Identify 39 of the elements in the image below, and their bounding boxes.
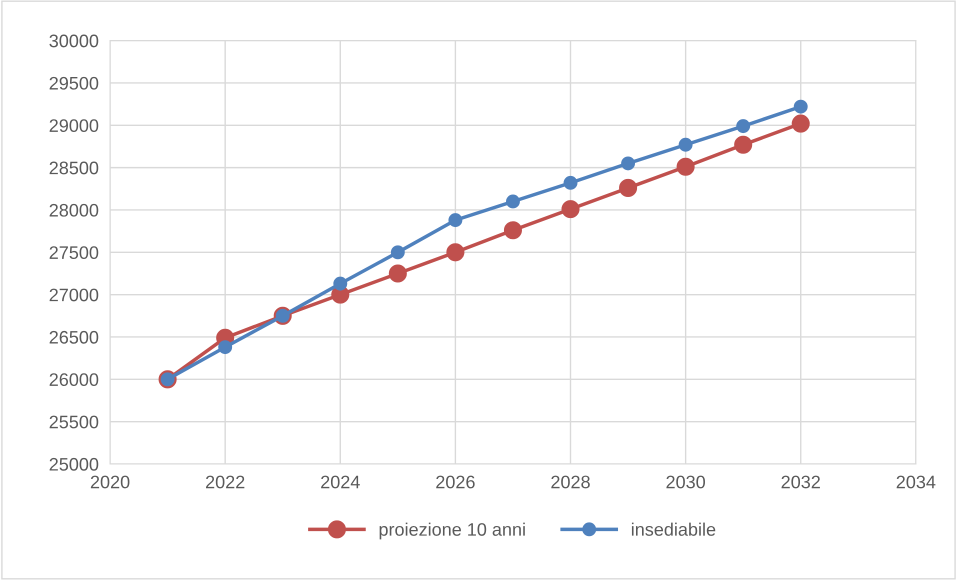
x-tick-label: 2024	[321, 476, 360, 488]
point	[504, 221, 522, 240]
x-tick-label: 2032	[782, 476, 820, 488]
point	[388, 264, 407, 282]
point	[794, 100, 808, 114]
point	[564, 176, 578, 190]
y-tick-label: 25500	[50, 416, 98, 428]
point	[678, 138, 693, 152]
point	[390, 245, 405, 260]
point	[734, 136, 752, 154]
legend-label: proiezione 10 anni	[380, 522, 525, 540]
point	[446, 243, 464, 262]
x-tick-label: 2020	[90, 476, 130, 488]
point	[619, 178, 638, 197]
x-tick-label: 2034	[896, 476, 936, 488]
point	[792, 114, 810, 133]
point	[561, 200, 580, 218]
x-tick-label: 2028	[551, 476, 590, 488]
y-tick-label: 28000	[50, 204, 98, 217]
y-tick-label: 26500	[50, 330, 98, 344]
y-tick-label: 27000	[50, 288, 98, 302]
y-tick-label: 29500	[50, 76, 98, 90]
point	[506, 194, 520, 208]
x-tick-label: 2030	[666, 476, 705, 488]
point	[218, 340, 232, 354]
y-tick-label: 27500	[50, 246, 98, 260]
x-tick-label: 2026	[436, 476, 475, 488]
point	[333, 276, 348, 291]
y-tick-label: 28500	[50, 162, 98, 174]
y-tick-label: 25000	[50, 458, 98, 471]
point	[676, 158, 695, 176]
legend-label: insediabile	[632, 522, 716, 536]
y-tick-label: 26000	[50, 373, 98, 386]
y-tick-label: 30000	[49, 34, 98, 48]
point	[736, 119, 750, 134]
point	[448, 213, 462, 228]
point	[621, 156, 636, 170]
y-tick-label: 29000	[50, 119, 98, 132]
x-tick-label: 2022	[206, 476, 244, 488]
